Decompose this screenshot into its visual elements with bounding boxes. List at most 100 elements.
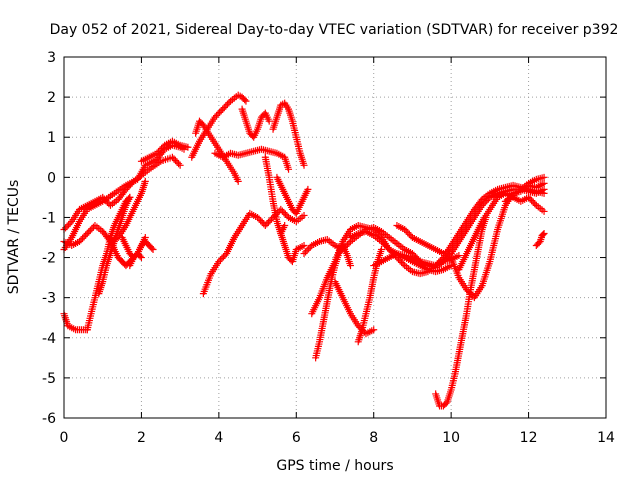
data-point <box>184 143 192 151</box>
data-point <box>399 260 407 268</box>
data-point <box>405 230 413 238</box>
y-tick-label: -4 <box>42 331 56 347</box>
data-point <box>218 254 226 262</box>
data-point <box>401 225 409 233</box>
data-point <box>271 212 279 220</box>
data-point <box>225 99 233 107</box>
y-tick-label: -1 <box>42 210 56 226</box>
x-tick-label: 14 <box>597 430 615 446</box>
series-track-j <box>137 137 192 165</box>
series-track-p <box>261 153 289 237</box>
y-tick-label: -2 <box>42 251 56 267</box>
data-point <box>216 256 224 264</box>
data-point <box>77 236 85 244</box>
data-point <box>170 155 178 163</box>
data-point <box>302 248 310 256</box>
data-point <box>528 197 536 205</box>
series-track-v <box>312 242 354 362</box>
data-point <box>277 205 285 213</box>
data-point <box>221 251 229 259</box>
data-point <box>153 149 161 157</box>
data-point <box>531 200 539 208</box>
data-point <box>154 148 162 156</box>
data-point <box>82 231 90 239</box>
series-track-w <box>331 278 378 338</box>
data-point <box>272 210 280 218</box>
data-point <box>540 229 548 237</box>
data-point <box>220 253 228 261</box>
data-point <box>158 144 166 152</box>
data-point <box>211 113 219 121</box>
plot-frame <box>63 56 607 419</box>
data-point <box>222 102 230 110</box>
data-point <box>285 165 293 173</box>
data-point <box>345 239 353 247</box>
series-track-o <box>269 99 308 169</box>
data-point <box>75 238 83 246</box>
data-point <box>258 218 266 226</box>
series-track-ad <box>455 189 548 274</box>
data-point <box>300 250 308 258</box>
data-point <box>215 258 223 266</box>
data-point <box>257 217 265 225</box>
data-point <box>370 225 378 233</box>
data-point <box>540 173 548 181</box>
data-point <box>477 197 485 205</box>
grid-layer <box>64 57 606 418</box>
data-point <box>525 193 533 201</box>
y-tick-label: 2 <box>47 90 56 106</box>
y-axis-label: SDTVAR / TECUs <box>6 180 22 295</box>
data-point <box>234 177 242 185</box>
data-point <box>263 220 271 228</box>
data-point <box>254 213 262 221</box>
data-point <box>377 238 385 246</box>
data-point <box>220 104 228 112</box>
data-point <box>404 229 412 237</box>
data-point <box>100 195 108 203</box>
data-point <box>379 239 387 247</box>
data-point <box>381 241 389 249</box>
data-point <box>300 211 308 219</box>
data-point <box>371 227 379 235</box>
x-tick-label: 4 <box>214 430 223 446</box>
data-point <box>141 177 149 185</box>
data-point <box>85 228 93 236</box>
series-track-aa <box>393 221 455 258</box>
data-point <box>122 185 130 193</box>
data-point <box>266 217 274 225</box>
data-point <box>217 107 225 115</box>
x-tick-label: 8 <box>369 430 378 446</box>
series-layer <box>60 91 548 410</box>
data-point <box>241 96 249 104</box>
data-point <box>281 221 289 229</box>
series-track-u <box>308 181 548 318</box>
data-point <box>540 189 548 197</box>
data-point <box>278 207 286 215</box>
data-point <box>281 210 289 218</box>
series-track-i <box>118 234 145 262</box>
data-point <box>269 213 277 221</box>
data-point <box>300 161 308 169</box>
series-track-q <box>273 173 312 217</box>
data-point <box>63 222 71 230</box>
data-point <box>280 209 288 217</box>
data-point <box>305 245 313 253</box>
data-point <box>128 179 136 187</box>
x-tick-label: 6 <box>292 430 301 446</box>
data-point <box>377 246 385 254</box>
y-tick-label: 0 <box>47 170 56 186</box>
data-point <box>175 160 183 168</box>
data-point <box>126 193 134 201</box>
data-point <box>79 234 87 242</box>
x-tick-label: 2 <box>137 430 146 446</box>
data-point <box>529 198 537 206</box>
data-point <box>303 246 311 254</box>
data-point <box>467 290 475 298</box>
series-track-ae <box>501 173 548 205</box>
data-point <box>343 241 351 249</box>
data-point <box>173 158 181 166</box>
data-point <box>265 117 273 125</box>
data-point <box>264 218 272 226</box>
series-track-af <box>532 229 548 250</box>
